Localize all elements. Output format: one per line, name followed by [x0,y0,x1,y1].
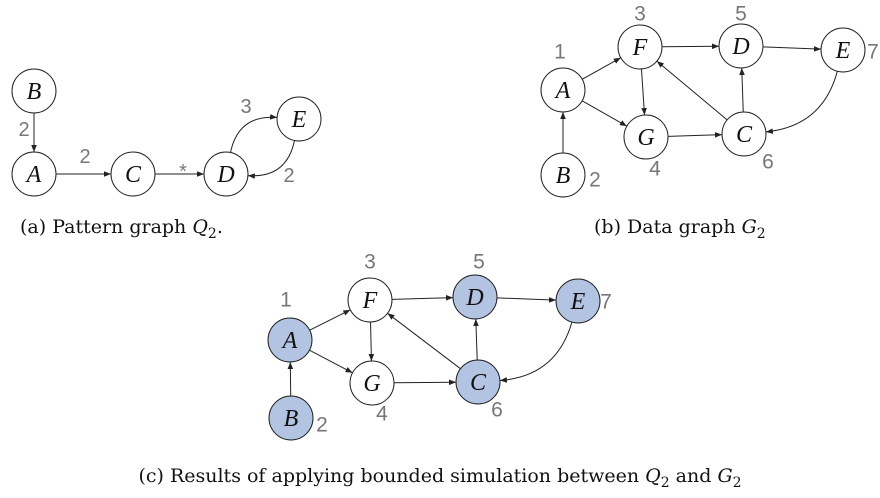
node [820,27,866,73]
node-label: D [465,285,483,311]
node [349,360,395,406]
edge [640,68,647,116]
node-label: E [835,38,851,64]
node [276,96,322,142]
edge [581,57,622,80]
graph: 2 2 * 3 2 B A C D E [11,68,322,197]
node-label: A [281,328,298,354]
edge [656,60,728,121]
node-label: D [731,34,749,60]
node-label: F [362,288,378,314]
node-label: F [632,35,648,61]
node [718,23,764,69]
node [617,24,663,70]
node-number: 6 [491,399,503,422]
edge [581,100,628,127]
node-number: 7 [600,291,612,314]
node-label: E [291,107,307,133]
node [721,111,767,157]
edge [499,322,573,383]
edge [667,132,723,138]
node [203,151,249,197]
node [452,274,498,320]
node-label: B [556,163,571,189]
node-label: C [125,162,142,188]
edge [739,67,745,113]
node [11,151,57,197]
node [347,277,393,323]
edge [765,71,838,134]
edge [661,43,720,50]
caption-a: (a) Pattern graph Q2. [20,216,223,242]
node [540,67,586,113]
node-number: 6 [762,151,774,174]
node-label: B [27,79,42,105]
edge-label: 2 [18,119,29,141]
node-label: G [363,371,380,397]
edge-label: 3 [240,96,251,118]
edge [309,309,351,331]
graph: A 1 F 3 D 5 E 7 G 4 C6 B 2 [540,3,879,198]
edge [391,295,454,301]
node-label: B [284,406,299,432]
node-number: 2 [589,169,601,192]
node-number: 1 [280,289,292,312]
edge [496,297,557,303]
node-number: 5 [735,3,747,26]
node-number: 7 [867,41,879,64]
node-number: 3 [364,251,376,274]
edge [309,349,353,374]
node [110,151,156,197]
graph: A 1 F 3 D 5 E 7 G 4 C6 B 2 [267,251,612,441]
node-number: 5 [473,251,485,274]
node-number: 4 [649,158,661,181]
node-label: C [736,122,753,148]
caption-c: (c) Results of applying bounded simulati… [138,465,741,491]
node [11,68,57,114]
node-number: 4 [376,403,388,426]
node [555,278,601,324]
edge-label: * [179,161,187,183]
edge [473,318,479,361]
node-label: C [470,370,487,396]
node-label: A [25,162,42,188]
edge [230,114,278,153]
edge [247,140,295,179]
node [455,359,501,405]
edge [762,46,822,52]
edge [387,312,461,370]
caption-b: (b) Data graph G2 [594,216,766,242]
node [267,317,313,363]
node-number: 3 [634,3,646,26]
node [540,152,586,198]
node [623,114,669,160]
node-label: A [554,78,571,104]
node-number: 1 [554,41,566,64]
node-label: D [216,162,234,188]
edge [368,321,375,362]
edge-label: 2 [283,165,294,187]
node [268,395,314,441]
edge [393,379,457,386]
node-label: E [570,289,586,315]
edge-label: 2 [79,146,90,168]
node-number: 2 [316,414,328,437]
node-label: G [637,125,654,151]
